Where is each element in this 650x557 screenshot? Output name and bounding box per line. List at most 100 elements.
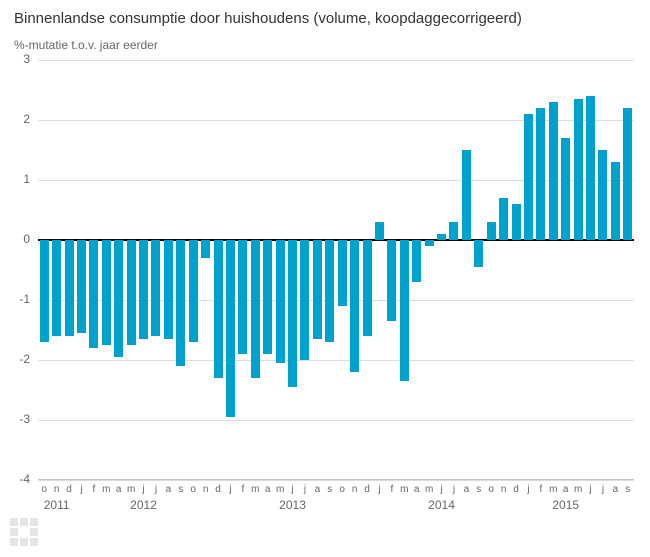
x-tick-month: j [142,484,144,495]
x-tick-month: a [563,484,569,495]
x-tick-month: m [251,484,259,495]
x-tick-month: s [327,484,332,495]
bar [263,240,272,354]
bar [437,234,446,240]
cbs-logo-icon [10,518,38,551]
bar [313,240,322,339]
x-tick-month: j [453,484,455,495]
x-tick-month: n [54,484,60,495]
x-tick-month: j [527,484,529,495]
bar [300,240,309,360]
x-tick-month: m [574,484,582,495]
y-tick-label: 1 [10,172,30,186]
x-tick-month: d [215,484,221,495]
y-tick-label: -2 [10,352,30,366]
bar [474,240,483,267]
bar [114,240,123,357]
bar [574,99,583,240]
x-tick-month: a [464,484,470,495]
bar [164,240,173,339]
bar [598,150,607,240]
x-tick-month: a [265,484,271,495]
x-tick-month: j [155,484,157,495]
bar [127,240,136,345]
bar [77,240,86,333]
plot-area [38,60,634,480]
x-tick-month: a [414,484,420,495]
bar [65,240,74,336]
bar [238,240,247,354]
bar [288,240,297,387]
bar [536,108,545,240]
bar [338,240,347,306]
x-tick-year: 2013 [279,498,306,512]
y-tick-label: 3 [10,52,30,66]
axis-bottom-border [38,479,634,480]
bar [189,240,198,342]
x-tick-year: 2011 [44,498,70,512]
chart-subtitle: %-mutatie t.o.v. jaar eerder [14,38,158,52]
bar [102,240,111,345]
x-tick-month: m [425,484,433,495]
x-tick-month: m [400,484,408,495]
bar [363,240,372,336]
bar [499,198,508,240]
x-tick-month: s [625,484,630,495]
x-tick-month: f [92,484,95,495]
x-tick-month: s [476,484,481,495]
x-tick-month: j [589,484,591,495]
x-tick-month: a [116,484,122,495]
x-tick-month: m [276,484,284,495]
x-tick-month: n [352,484,358,495]
x-tick-month: m [127,484,135,495]
gridline [38,420,634,421]
bar [462,150,471,240]
gridline [38,480,634,481]
bar [226,240,235,417]
x-tick-month: j [602,484,604,495]
y-tick-label: -4 [10,472,30,486]
x-tick-month: f [539,484,542,495]
y-tick-label: -3 [10,412,30,426]
x-tick-month: n [501,484,507,495]
bar [40,240,49,342]
x-tick-month: a [613,484,619,495]
bar [139,240,148,339]
bar [586,96,595,240]
x-tick-month: d [513,484,519,495]
bar [412,240,421,282]
bar [89,240,98,348]
x-tick-year: 2015 [552,498,579,512]
x-tick-month: f [390,484,393,495]
gridline [38,60,634,61]
bar [276,240,285,363]
x-tick-month: o [488,484,494,495]
x-tick-month: f [241,484,244,495]
bar [375,222,384,240]
x-tick-month: j [440,484,442,495]
y-tick-label: -1 [10,292,30,306]
x-tick-month: s [178,484,183,495]
bar [449,222,458,240]
x-tick-month: j [378,484,380,495]
gridline [38,360,634,361]
x-tick-month: o [41,484,47,495]
bar [387,240,396,321]
x-tick-year: 2012 [130,498,157,512]
bar-chart: -4-3-2-10123 [38,60,634,480]
chart-title: Binnenlandse consumptie door huishoudens… [14,10,522,27]
x-tick-month: j [80,484,82,495]
y-tick-label: 2 [10,112,30,126]
bar [201,240,210,258]
x-tick-month: a [166,484,172,495]
x-tick-month: m [102,484,110,495]
x-tick-month: j [291,484,293,495]
bar [561,138,570,240]
bar [524,114,533,240]
chart-container: Binnenlandse consumptie door huishoudens… [0,0,650,557]
x-tick-month: j [304,484,306,495]
x-tick-month: j [229,484,231,495]
x-tick-month: d [66,484,72,495]
bar [350,240,359,372]
bar [425,240,434,246]
